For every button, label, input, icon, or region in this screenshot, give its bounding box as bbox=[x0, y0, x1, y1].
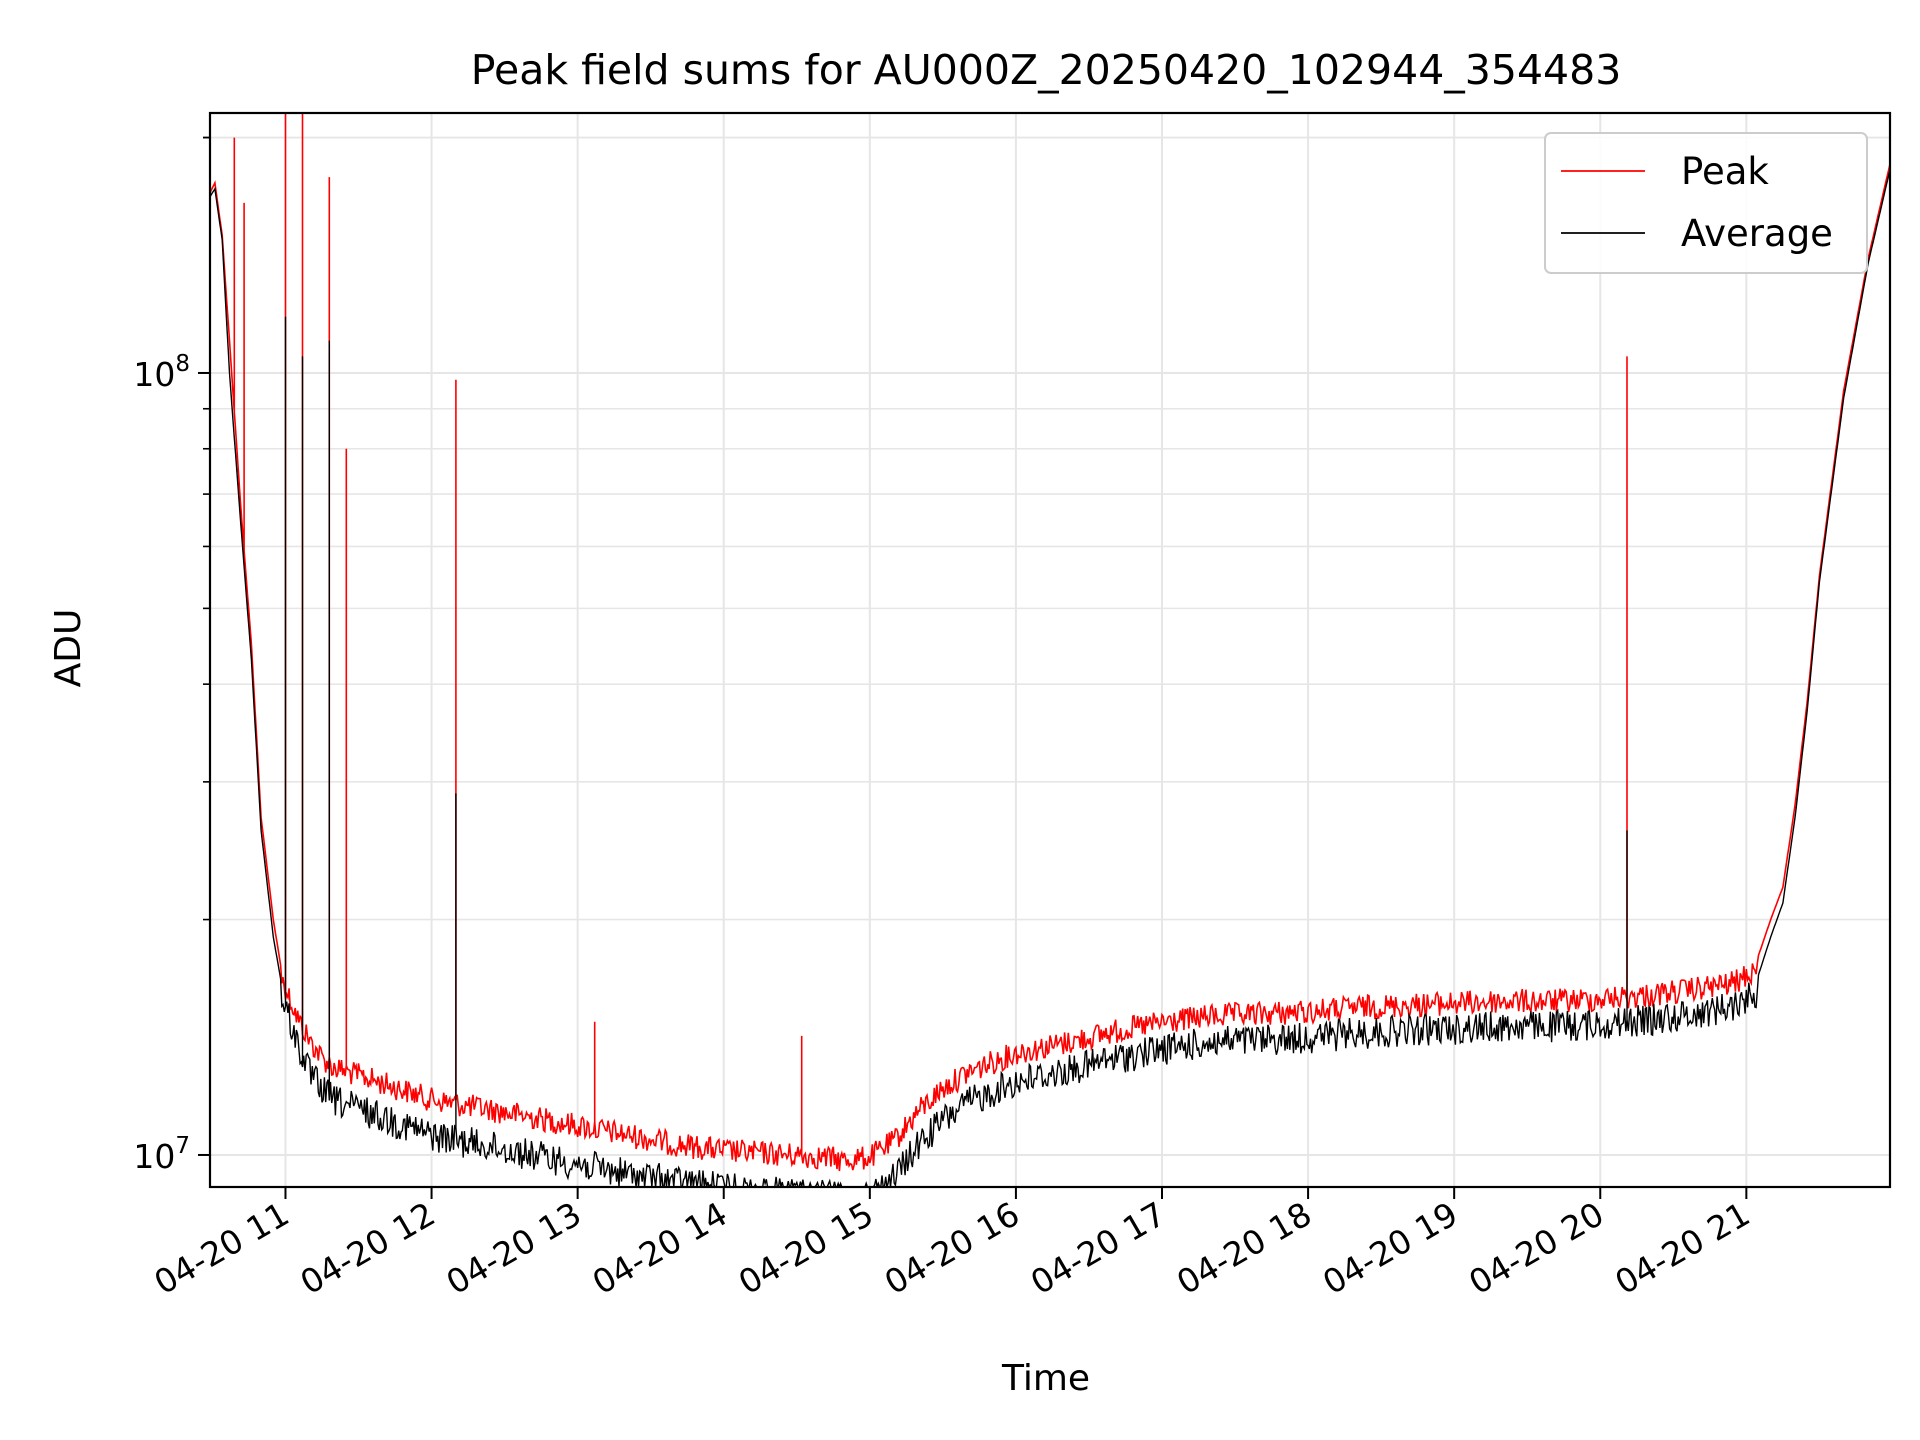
x-axis-label: Time bbox=[1001, 1358, 1090, 1399]
series-line-peak bbox=[210, 113, 1890, 1172]
y-tick-label: 108 bbox=[133, 351, 190, 394]
y-axis-label: ADU bbox=[48, 609, 89, 688]
legend-label-average: Average bbox=[1681, 212, 1833, 255]
chart-title: Peak field sums for AU000Z_20250420_1029… bbox=[471, 46, 1622, 94]
y-axis-ticks: 107 108 bbox=[133, 136, 210, 1176]
grid-lines bbox=[210, 113, 1890, 1187]
y-tick-label: 107 bbox=[133, 1133, 190, 1176]
axes-frame bbox=[208, 111, 1892, 1189]
legend-box bbox=[1544, 132, 1868, 274]
legend-label-peak: Peak bbox=[1681, 150, 1769, 193]
plot-area bbox=[210, 113, 1890, 1187]
legend: Peak Average bbox=[1544, 132, 1868, 274]
series-line-average bbox=[210, 169, 1890, 1187]
